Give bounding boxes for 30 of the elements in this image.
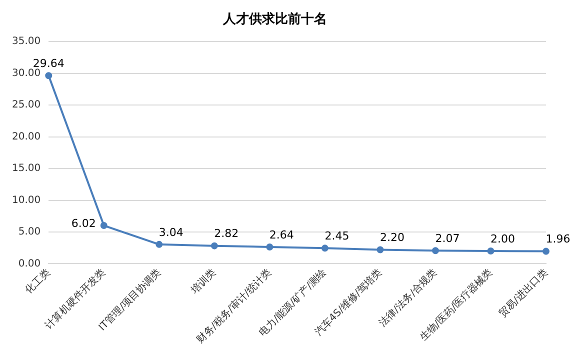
data-label: 2.45 [324, 230, 350, 243]
point [266, 243, 274, 250]
data-label: 3.04 [158, 226, 184, 239]
y-tick-label: 30.00 [12, 68, 41, 79]
x-tick-label: 贸易/进出口类 [496, 266, 550, 320]
data-label: 2.82 [214, 227, 239, 240]
point [432, 247, 439, 254]
data-label: 2.07 [435, 232, 460, 245]
point [156, 240, 163, 248]
y-tick-label: 15.00 [12, 163, 41, 174]
point [321, 244, 328, 252]
data-label: 2.00 [490, 232, 515, 246]
y-tick-label: 20.00 [12, 131, 41, 142]
data-label: 29.64 [32, 56, 64, 70]
y-tick-label: 10.00 [12, 194, 41, 206]
data-label: 6.02 [71, 216, 96, 230]
point [542, 248, 550, 255]
data-label: 1.96 [546, 232, 570, 246]
point [45, 72, 52, 80]
data-label: 2.20 [380, 231, 404, 244]
data-label: 2.64 [269, 228, 294, 242]
point [487, 248, 494, 255]
point [376, 246, 384, 254]
x-tick-label: 培训类 [188, 266, 218, 297]
chart-title: 人才供求比前十名 [222, 11, 327, 28]
point [210, 242, 218, 250]
point [100, 222, 108, 230]
y-tick-label: 5.00 [18, 226, 41, 238]
y-tick-label: 25.00 [12, 100, 41, 111]
y-tick-label: 35.00 [12, 36, 41, 48]
